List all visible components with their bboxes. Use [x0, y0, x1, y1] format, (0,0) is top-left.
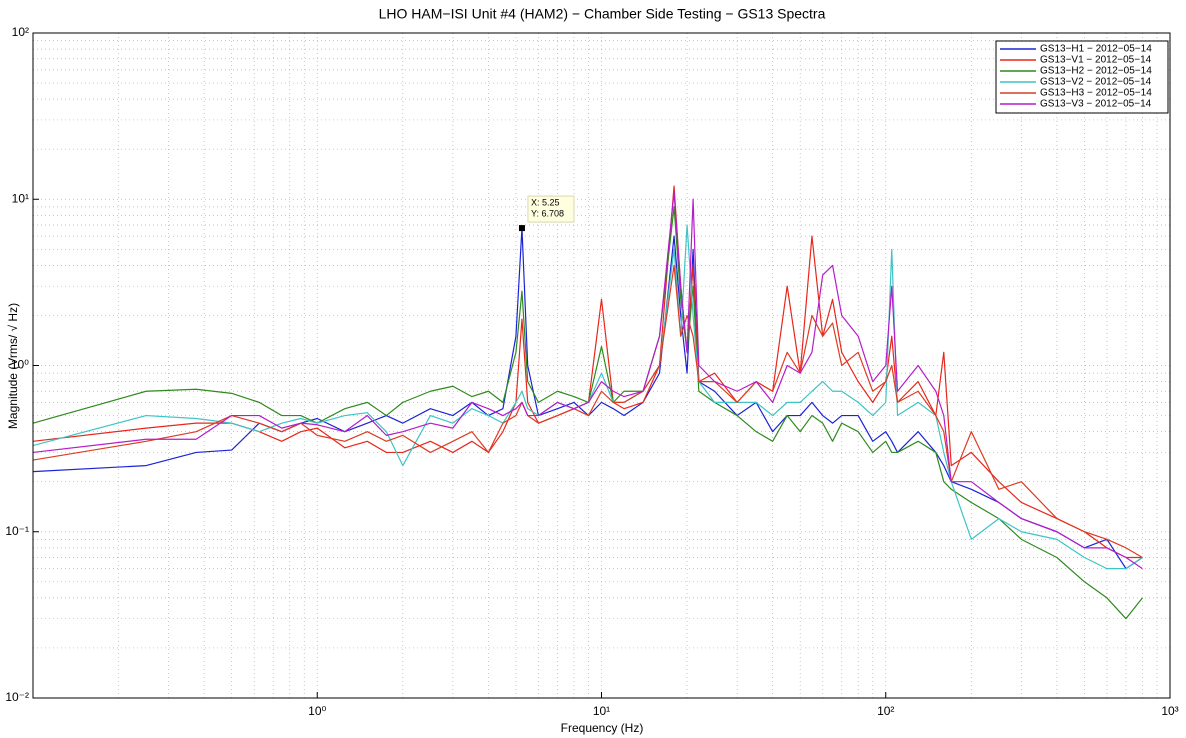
chart-title: LHO HAM−ISI Unit #4 (HAM2) − Chamber Sid…: [379, 6, 826, 22]
axes-box: [32, 32, 1171, 699]
x-tick-label: 10¹: [593, 704, 610, 718]
datatip-text: X: 5.25: [531, 197, 560, 207]
y-tick-label: 10⁻²: [5, 690, 29, 704]
series-line: [32, 264, 1143, 559]
y-tick-label: 10⁻¹: [5, 524, 29, 538]
legend-label: GS13−V2 − 2012−05−14: [1040, 77, 1152, 88]
series-line: [32, 191, 1143, 570]
x-tick-label: 10⁰: [308, 704, 326, 718]
y-tick-label: 10¹: [12, 191, 29, 205]
y-tick-label: 10⁰: [11, 358, 29, 372]
legend-label: GS13−V1 − 2012−05−14: [1040, 55, 1152, 66]
y-tick-label: 10²: [12, 25, 29, 39]
x-tick-label: 10³: [1161, 704, 1178, 718]
legend-label: GS13−V3 − 2012−05−14: [1040, 99, 1152, 110]
legend-label: GS13−H1 − 2012−05−14: [1040, 44, 1152, 55]
series-line: [32, 206, 1143, 620]
x-tick-label: 10²: [877, 704, 894, 718]
datatip-box: [527, 195, 575, 223]
legend-label: GS13−H2 − 2012−05−14: [1040, 66, 1152, 77]
datatip-marker: [518, 225, 525, 232]
y-axis-label: Magnitude (Vrms/ √ Hz): [6, 303, 20, 429]
legend-label: GS13−H3 − 2012−05−14: [1040, 88, 1152, 99]
x-axis-label: Frequency (Hz): [561, 721, 644, 735]
legend-box: [995, 40, 1169, 114]
datatip-text: Y: 6.708: [531, 208, 564, 218]
